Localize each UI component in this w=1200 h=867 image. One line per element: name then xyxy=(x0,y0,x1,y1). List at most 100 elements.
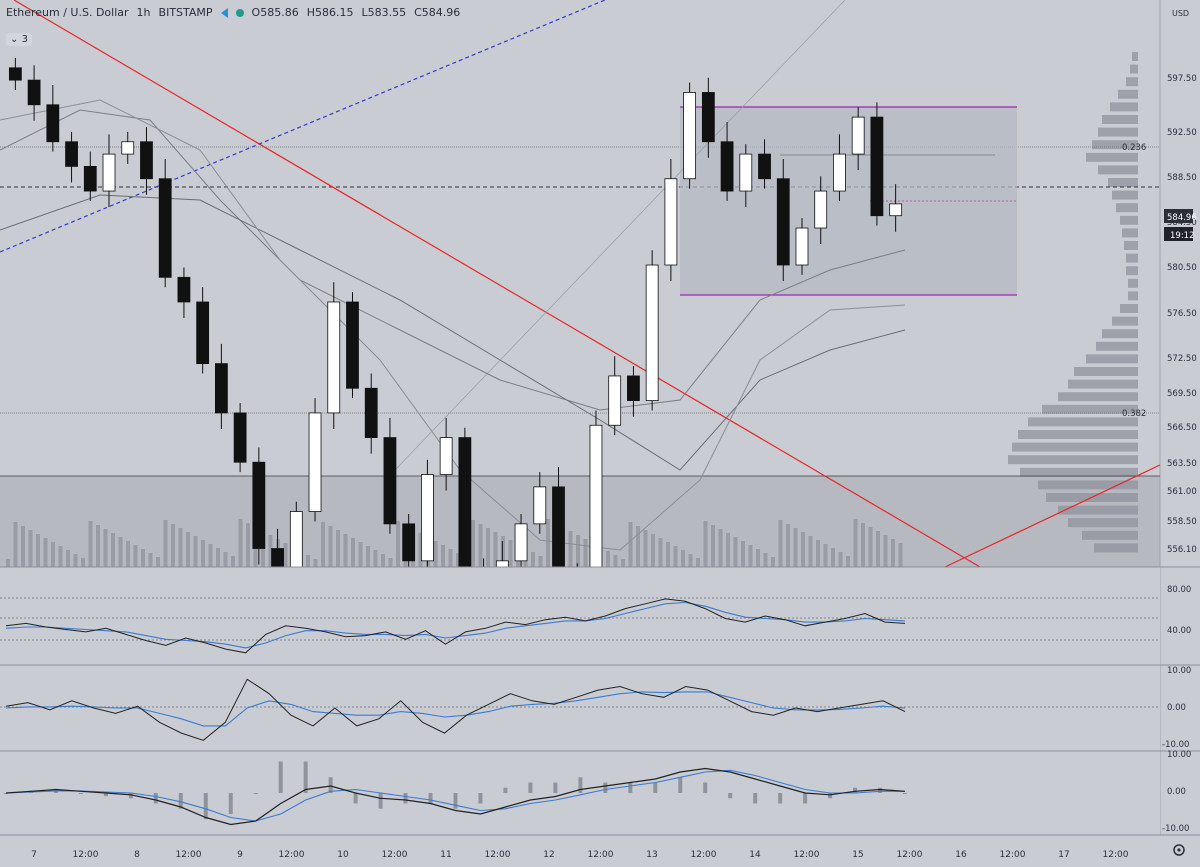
last-price-value: 584.96 xyxy=(1167,213,1197,223)
volume-bar xyxy=(876,531,880,567)
volume-bar xyxy=(831,548,835,567)
macd-histogram-bar xyxy=(4,793,8,794)
macd-histogram-bar xyxy=(678,777,683,793)
volume-bar xyxy=(756,549,760,567)
volume-bar xyxy=(366,546,370,567)
volume-bar xyxy=(58,546,63,567)
volume-profile-bar xyxy=(1120,215,1138,225)
volume-bar xyxy=(733,537,738,567)
volume-profile-bar xyxy=(1116,203,1138,213)
market-status-icon xyxy=(235,8,244,17)
price-tick-label: 597.50 xyxy=(1167,74,1197,84)
macd-histogram-bar xyxy=(653,782,658,793)
gear-icon[interactable] xyxy=(1173,844,1185,856)
low-value: L583.55 xyxy=(361,6,407,19)
momentum-signal-line xyxy=(5,691,906,727)
volume-bar xyxy=(681,550,685,567)
bearish-candle xyxy=(158,178,172,278)
time-tick-label: 12:00 xyxy=(279,850,305,860)
macd-histogram-bar xyxy=(553,782,558,793)
volume-profile-bar xyxy=(1122,228,1138,238)
macd-histogram-bar xyxy=(278,761,283,793)
macd-histogram-bar xyxy=(628,782,633,793)
volume-bar xyxy=(81,558,85,567)
time-tick-label: 8 xyxy=(134,850,140,860)
volume-profile-bar xyxy=(1042,404,1138,414)
time-tick-label: 16 xyxy=(955,850,967,860)
volume-profile-bar xyxy=(1008,455,1138,465)
countdown-value: 19:12 xyxy=(1170,231,1195,241)
volume-bar xyxy=(726,533,730,567)
high-value: H586.15 xyxy=(306,6,354,19)
macd-histogram-bar xyxy=(128,793,133,799)
volume-bar xyxy=(201,540,205,567)
volume-bar xyxy=(216,548,220,567)
volume-bar xyxy=(148,553,153,567)
volume-profile-bar xyxy=(1058,392,1138,402)
volume-bar xyxy=(538,556,543,567)
volume-bar xyxy=(88,521,93,567)
bearish-candle xyxy=(383,437,397,525)
bullish-candle xyxy=(533,486,547,525)
macd-histogram-bar xyxy=(178,793,183,809)
volume-profile-bar xyxy=(1132,52,1138,61)
volume-bar xyxy=(801,532,805,567)
volume-bar xyxy=(163,520,168,567)
price-tick-label: 572.50 xyxy=(1167,354,1197,364)
bullish-candle xyxy=(514,523,528,562)
volume-bar xyxy=(643,530,648,567)
time-tick-label: 12:00 xyxy=(382,850,408,860)
volume-profile-bar xyxy=(1092,140,1138,150)
volume-bar xyxy=(118,537,123,567)
volume-bar xyxy=(223,552,228,567)
price-tick-label: 576.50 xyxy=(1167,309,1197,319)
time-tick-label: 12:00 xyxy=(691,850,717,860)
bearish-candle xyxy=(46,104,60,143)
macd-histogram-bar xyxy=(803,793,808,804)
bullish-candle xyxy=(327,301,341,414)
volume-bar xyxy=(621,559,625,567)
macd-histogram-bar xyxy=(453,793,458,809)
volume-bar xyxy=(748,545,753,567)
bearish-candle xyxy=(720,141,734,192)
symbol-name[interactable]: Ethereum / U.S. Dollar xyxy=(6,6,129,19)
macd-histogram-bar xyxy=(703,782,708,793)
volume-bar xyxy=(156,557,160,567)
bearish-candle xyxy=(776,178,790,266)
volume-profile-bar xyxy=(1110,102,1138,112)
volume-profile-bar xyxy=(1124,241,1138,250)
price-tick-label: 588.50 xyxy=(1167,173,1197,183)
volume-bar xyxy=(763,553,768,567)
volume-profile-bar xyxy=(1120,304,1138,313)
bullish-candle xyxy=(851,116,865,155)
bullish-candle xyxy=(683,92,697,180)
macd-tick-label: 10.00 xyxy=(1167,750,1191,760)
indicator-count: 3 xyxy=(21,34,28,45)
volume-profile-bar xyxy=(1058,505,1138,515)
flag-icon[interactable] xyxy=(220,7,228,18)
macd-line xyxy=(5,767,906,826)
bearish-candle xyxy=(177,276,191,303)
volume-bar xyxy=(358,542,363,567)
volume-bar xyxy=(313,559,318,567)
volume-profile-bar xyxy=(1126,266,1138,276)
volume-bar xyxy=(231,556,235,567)
indicators-toggle[interactable]: ⌄ 3 xyxy=(6,33,32,46)
interval-label[interactable]: 1h xyxy=(136,6,151,19)
volume-bar xyxy=(471,520,475,567)
bearish-candle xyxy=(402,523,416,562)
volume-profile-bar xyxy=(1068,518,1138,528)
volume-bar xyxy=(688,554,693,567)
volume-profile-bar xyxy=(1102,115,1138,124)
volume-bar xyxy=(838,552,843,567)
volume-bar xyxy=(238,519,243,567)
volume-bar xyxy=(546,519,550,567)
rsi-line xyxy=(5,598,906,654)
range-box xyxy=(680,107,1017,295)
volume-bar xyxy=(508,540,513,567)
exchange-label: BITSTAMP xyxy=(158,6,213,19)
bearish-candle xyxy=(214,363,228,414)
volume-bar xyxy=(696,558,700,567)
